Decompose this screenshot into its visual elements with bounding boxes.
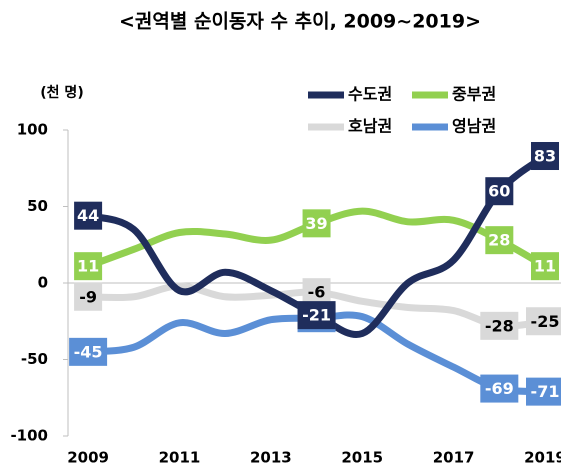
data-label-box [480, 374, 519, 403]
data-label-box [526, 377, 561, 406]
x-tick-label: 2015 [341, 449, 383, 467]
data-label-box [74, 252, 103, 281]
data-label-box [297, 301, 336, 330]
data-label-box [485, 177, 514, 206]
data-label-box [531, 252, 560, 281]
data-label-box [74, 282, 103, 311]
data-label: -9 [79, 287, 97, 306]
unit-label: (천 명) [40, 84, 83, 101]
x-tick-label: 2019 [524, 449, 561, 467]
data-label-box [480, 311, 519, 340]
y-tick-label: 100 [17, 121, 48, 139]
data-label-box [69, 337, 108, 366]
data-label: 11 [77, 257, 99, 276]
data-label-box [74, 201, 103, 230]
data-label-box [302, 209, 331, 238]
data-label: 60 [488, 182, 510, 201]
legend-label: 중부권 [452, 85, 496, 104]
y-tick-label: 0 [38, 274, 48, 292]
data-label: 39 [305, 214, 327, 233]
x-tick-label: 2009 [67, 449, 109, 467]
data-label: 44 [77, 206, 99, 225]
data-label: -69 [485, 379, 514, 398]
data-label: -45 [74, 342, 103, 361]
data-label: -25 [531, 312, 560, 331]
x-tick-label: 2011 [159, 449, 201, 467]
data-label-box [526, 307, 561, 336]
data-label: -28 [485, 316, 514, 335]
y-tick-label: -50 [21, 350, 48, 368]
chart-title: <권역별 순이동자 수 추이, 2009~2019> [119, 11, 481, 33]
data-label: 83 [534, 147, 556, 166]
x-tick-label: 2017 [433, 449, 475, 467]
legend-label: 수도권 [348, 85, 392, 104]
y-tick-label: -100 [10, 427, 48, 445]
data-label: -6 [308, 283, 326, 302]
data-label-box [485, 226, 514, 255]
data-label: -71 [531, 382, 560, 401]
y-tick-label: 50 [27, 197, 48, 215]
legend-label: 영남권 [452, 117, 496, 136]
data-label: 28 [488, 231, 510, 250]
data-label: 11 [534, 257, 556, 276]
data-label: -21 [302, 306, 331, 325]
legend-label: 호남권 [348, 117, 392, 136]
x-tick-label: 2013 [250, 449, 292, 467]
data-label-box [531, 142, 560, 171]
